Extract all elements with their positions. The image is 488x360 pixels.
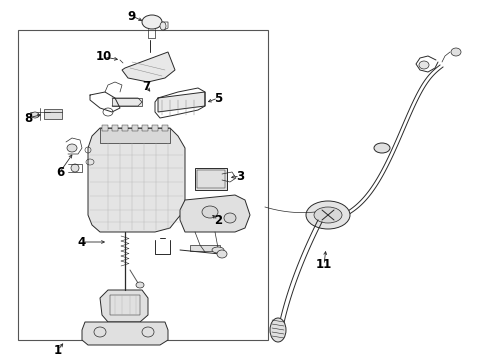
Text: 3: 3 [235,170,244,183]
Ellipse shape [212,247,224,253]
Bar [195,168,226,190]
Bar [190,245,220,251]
Ellipse shape [373,143,389,153]
Text: 2: 2 [214,213,222,226]
Text: 6: 6 [56,166,64,179]
Polygon shape [122,52,175,82]
Bar [132,125,138,131]
Text: 5: 5 [213,91,222,104]
Ellipse shape [202,206,218,218]
Ellipse shape [160,22,165,30]
Bar [122,125,128,131]
Bar [110,295,140,315]
Ellipse shape [217,250,226,258]
Ellipse shape [136,282,143,288]
Bar [112,125,118,131]
Ellipse shape [224,213,236,223]
Ellipse shape [450,48,460,56]
Text: 11: 11 [315,258,331,271]
Bar [95,158,103,164]
Ellipse shape [269,318,285,342]
Polygon shape [158,92,204,112]
Text: 4: 4 [78,235,86,248]
Ellipse shape [305,201,349,229]
Bar [18,30,267,340]
Polygon shape [180,195,249,232]
Ellipse shape [142,15,162,29]
Ellipse shape [31,112,39,118]
Text: 9: 9 [128,9,136,22]
Polygon shape [82,322,168,345]
Bar [152,125,158,131]
Bar [162,125,168,131]
Ellipse shape [418,61,428,69]
Text: 1: 1 [54,343,62,356]
Ellipse shape [67,144,77,152]
Bar [197,170,224,188]
Ellipse shape [71,164,79,172]
Bar [112,98,142,106]
Ellipse shape [313,207,341,223]
Polygon shape [100,290,148,322]
Bar [44,109,62,119]
Bar [100,128,170,143]
Text: 7: 7 [142,80,150,93]
Polygon shape [88,128,184,232]
Text: 8: 8 [24,112,32,125]
Bar [102,125,108,131]
Text: 10: 10 [96,50,112,63]
Bar [142,125,148,131]
